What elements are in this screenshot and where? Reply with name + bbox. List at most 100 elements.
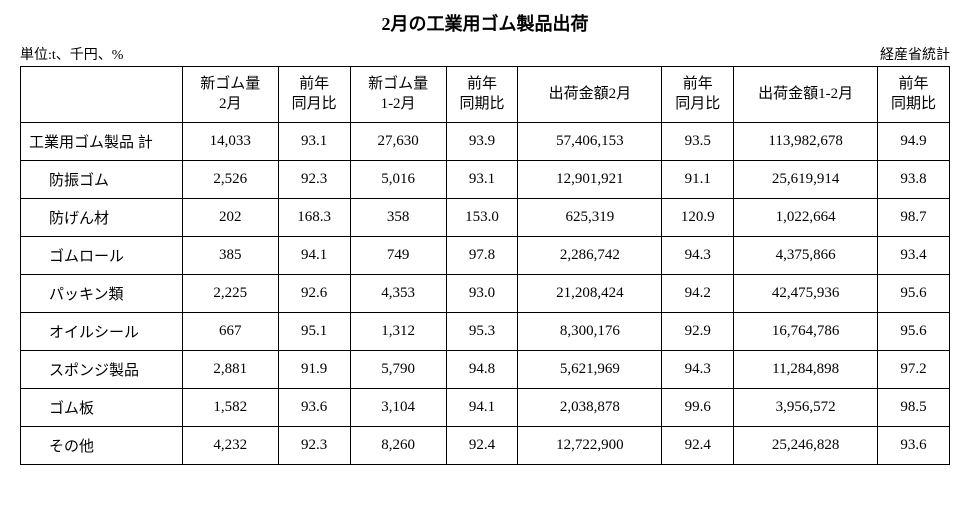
cell-value: 4,375,866	[734, 237, 878, 275]
cell-value: 93.8	[878, 161, 950, 199]
cell-value: 95.3	[446, 313, 518, 351]
cell-value: 21,208,424	[518, 275, 662, 313]
cell-value: 57,406,153	[518, 123, 662, 161]
cell-value: 95.6	[878, 313, 950, 351]
cell-value: 2,286,742	[518, 237, 662, 275]
data-table: 新ゴム量2月前年同月比新ゴム量1-2月前年同期比出荷金額2月前年同月比出荷金額1…	[20, 66, 950, 465]
cell-value: 2,038,878	[518, 389, 662, 427]
cell-value: 16,764,786	[734, 313, 878, 351]
cell-value: 42,475,936	[734, 275, 878, 313]
cell-value: 749	[350, 237, 446, 275]
column-header: 前年同期比	[878, 67, 950, 123]
cell-value: 95.1	[278, 313, 350, 351]
cell-value: 8,300,176	[518, 313, 662, 351]
cell-value: 667	[182, 313, 278, 351]
cell-value: 3,104	[350, 389, 446, 427]
table-head: 新ゴム量2月前年同月比新ゴム量1-2月前年同期比出荷金額2月前年同月比出荷金額1…	[21, 67, 950, 123]
cell-value: 2,526	[182, 161, 278, 199]
cell-value: 94.1	[278, 237, 350, 275]
cell-value: 11,284,898	[734, 351, 878, 389]
cell-value: 1,022,664	[734, 199, 878, 237]
cell-value: 5,790	[350, 351, 446, 389]
column-header: 出荷金額2月	[518, 67, 662, 123]
table-row: ゴムロール38594.174997.82,286,74294.34,375,86…	[21, 237, 950, 275]
cell-value: 202	[182, 199, 278, 237]
cell-value: 168.3	[278, 199, 350, 237]
cell-value: 93.5	[662, 123, 734, 161]
cell-value: 91.9	[278, 351, 350, 389]
column-header: 新ゴム量1-2月	[350, 67, 446, 123]
row-label: 防げん材	[21, 199, 183, 237]
cell-value: 93.1	[278, 123, 350, 161]
cell-value: 94.8	[446, 351, 518, 389]
row-label: スポンジ製品	[21, 351, 183, 389]
cell-value: 93.6	[278, 389, 350, 427]
row-label: ゴムロール	[21, 237, 183, 275]
cell-value: 27,630	[350, 123, 446, 161]
cell-value: 95.6	[878, 275, 950, 313]
cell-value: 1,582	[182, 389, 278, 427]
cell-value: 12,722,900	[518, 427, 662, 465]
cell-value: 113,982,678	[734, 123, 878, 161]
cell-value: 91.1	[662, 161, 734, 199]
cell-value: 94.1	[446, 389, 518, 427]
table-header-row: 新ゴム量2月前年同月比新ゴム量1-2月前年同期比出荷金額2月前年同月比出荷金額1…	[21, 67, 950, 123]
cell-value: 4,353	[350, 275, 446, 313]
cell-value: 97.8	[446, 237, 518, 275]
cell-value: 98.7	[878, 199, 950, 237]
cell-value: 94.3	[662, 351, 734, 389]
page-title: 2月の工業用ゴム製品出荷	[20, 10, 950, 36]
row-label: オイルシール	[21, 313, 183, 351]
cell-value: 93.4	[878, 237, 950, 275]
table-body: 工業用ゴム製品 計14,03393.127,63093.957,406,1539…	[21, 123, 950, 465]
cell-value: 2,881	[182, 351, 278, 389]
cell-value: 92.4	[662, 427, 734, 465]
cell-value: 2,225	[182, 275, 278, 313]
cell-value: 93.9	[446, 123, 518, 161]
cell-value: 92.6	[278, 275, 350, 313]
cell-value: 12,901,921	[518, 161, 662, 199]
row-label: パッキン類	[21, 275, 183, 313]
cell-value: 8,260	[350, 427, 446, 465]
cell-value: 385	[182, 237, 278, 275]
column-header: 出荷金額1-2月	[734, 67, 878, 123]
table-row: その他4,23292.38,26092.412,722,90092.425,24…	[21, 427, 950, 465]
column-header: 前年同月比	[278, 67, 350, 123]
row-label: その他	[21, 427, 183, 465]
table-row: 工業用ゴム製品 計14,03393.127,63093.957,406,1539…	[21, 123, 950, 161]
row-label: ゴム板	[21, 389, 183, 427]
cell-value: 120.9	[662, 199, 734, 237]
column-header	[21, 67, 183, 123]
header-row: 単位:t、千円、% 経産省統計	[20, 44, 950, 64]
cell-value: 25,619,914	[734, 161, 878, 199]
cell-value: 94.3	[662, 237, 734, 275]
cell-value: 92.9	[662, 313, 734, 351]
cell-value: 358	[350, 199, 446, 237]
table-row: 防げん材202168.3358153.0625,319120.91,022,66…	[21, 199, 950, 237]
cell-value: 5,621,969	[518, 351, 662, 389]
cell-value: 625,319	[518, 199, 662, 237]
cell-value: 94.9	[878, 123, 950, 161]
cell-value: 3,956,572	[734, 389, 878, 427]
cell-value: 25,246,828	[734, 427, 878, 465]
cell-value: 153.0	[446, 199, 518, 237]
cell-value: 98.5	[878, 389, 950, 427]
cell-value: 5,016	[350, 161, 446, 199]
cell-value: 99.6	[662, 389, 734, 427]
cell-value: 93.1	[446, 161, 518, 199]
cell-value: 14,033	[182, 123, 278, 161]
unit-label: 単位:t、千円、%	[20, 44, 123, 64]
cell-value: 92.3	[278, 161, 350, 199]
cell-value: 93.0	[446, 275, 518, 313]
cell-value: 93.6	[878, 427, 950, 465]
cell-value: 4,232	[182, 427, 278, 465]
table-row: ゴム板1,58293.63,10494.12,038,87899.63,956,…	[21, 389, 950, 427]
table-row: スポンジ製品2,88191.95,79094.85,621,96994.311,…	[21, 351, 950, 389]
table-row: 防振ゴム2,52692.35,01693.112,901,92191.125,6…	[21, 161, 950, 199]
row-label: 防振ゴム	[21, 161, 183, 199]
column-header: 新ゴム量2月	[182, 67, 278, 123]
source-label: 経産省統計	[880, 44, 950, 64]
table-row: オイルシール66795.11,31295.38,300,17692.916,76…	[21, 313, 950, 351]
column-header: 前年同期比	[446, 67, 518, 123]
cell-value: 97.2	[878, 351, 950, 389]
